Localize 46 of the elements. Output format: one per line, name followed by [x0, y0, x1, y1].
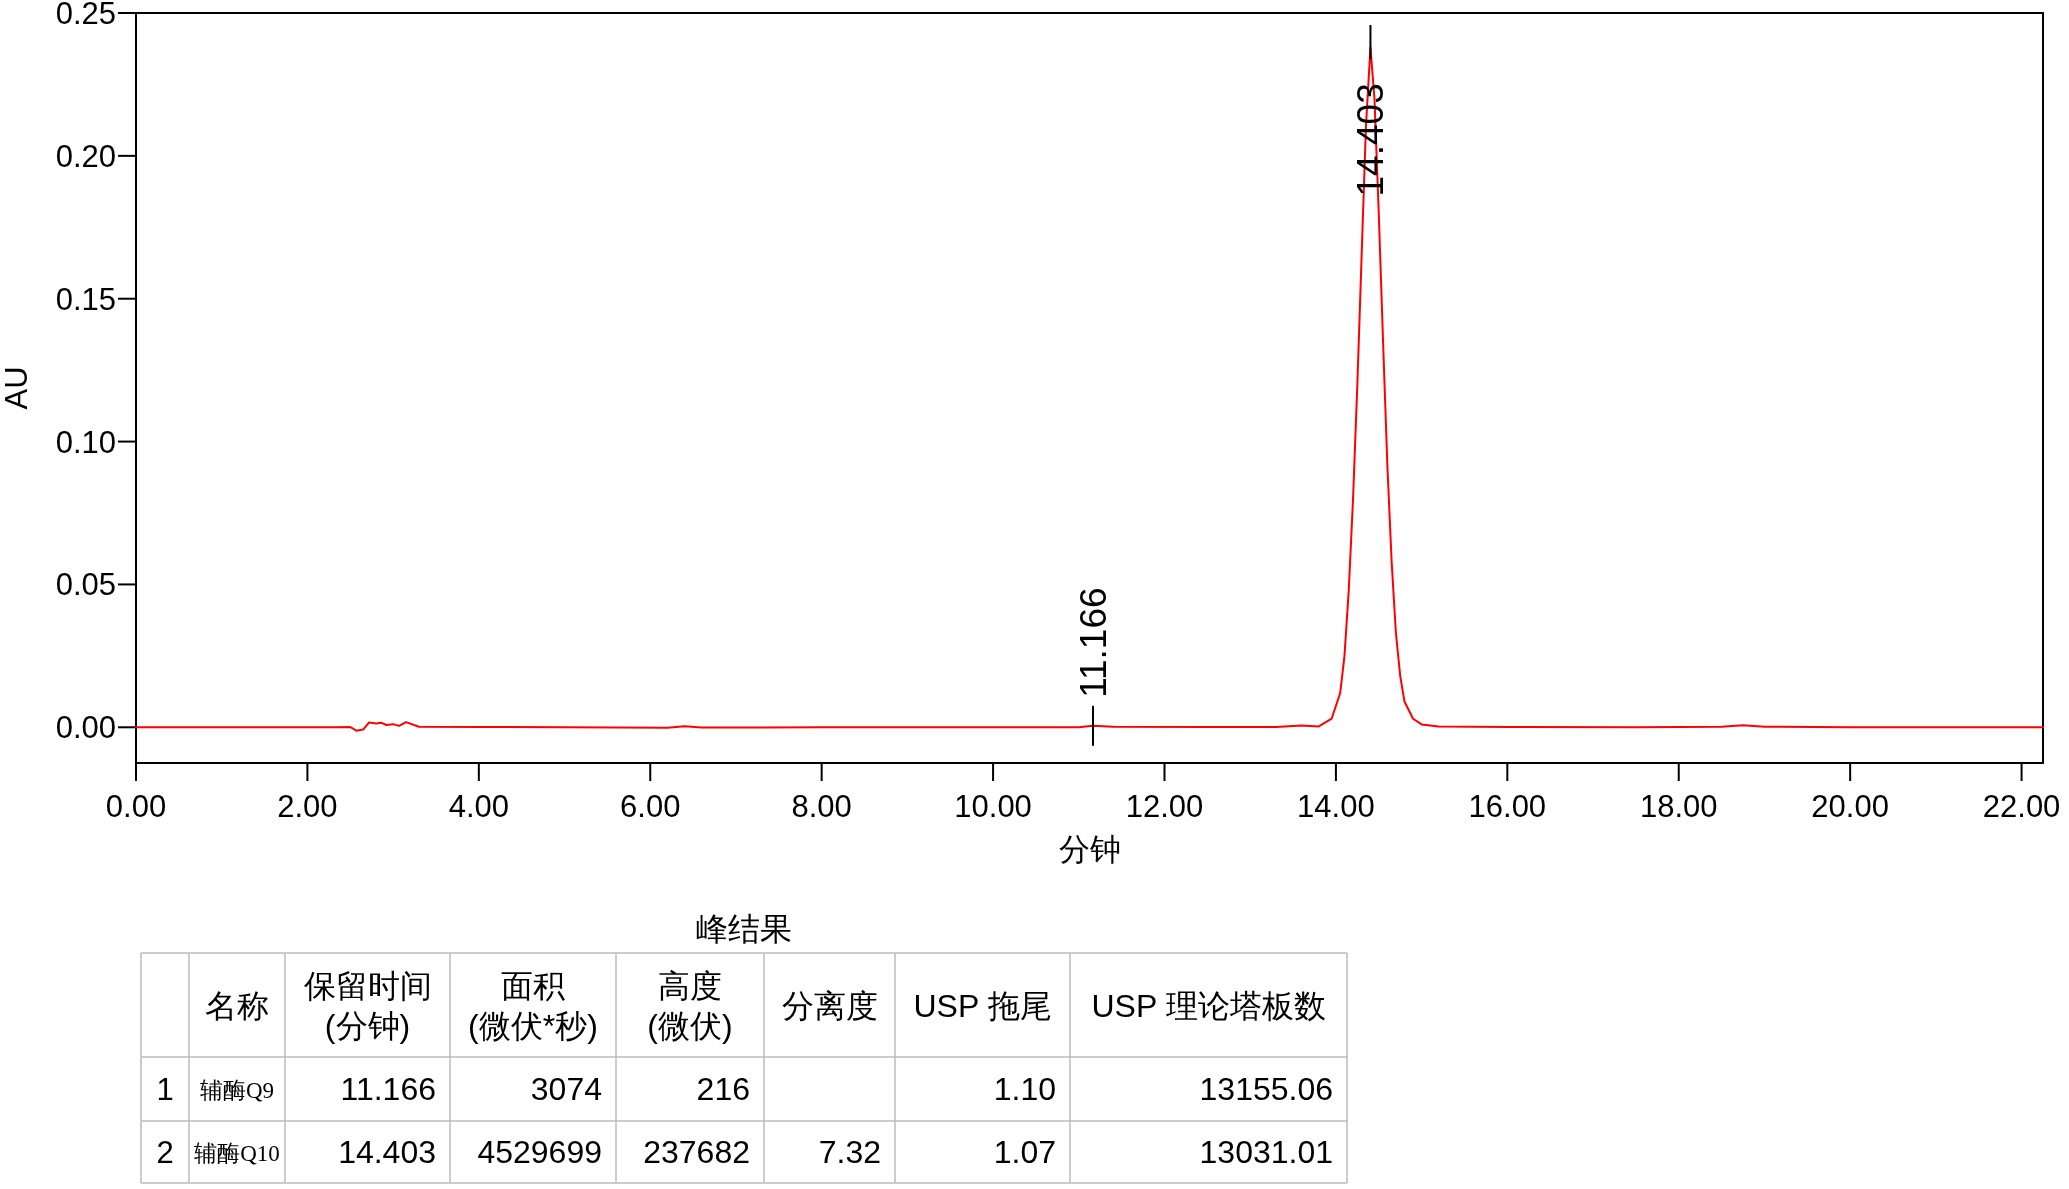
- x-tick-label: 18.00: [1639, 789, 1718, 824]
- text: 216: [696, 1071, 750, 1107]
- text: 14.403: [338, 1134, 436, 1170]
- x-tick-label: 0.00: [105, 789, 167, 824]
- category-label: 分离度: [781, 988, 878, 1024]
- x-tick-label: 14.00: [1297, 789, 1375, 824]
- y-tick-label: 0.00: [55, 710, 116, 746]
- y-tick-label: 0.20: [55, 138, 116, 174]
- text: 辅酶Q9: [199, 1078, 275, 1103]
- category-label: USP 理论塔板数: [1091, 988, 1326, 1024]
- text: 2: [156, 1135, 174, 1170]
- x-tick-label: 6.00: [620, 789, 681, 824]
- text: 辅酶Q10: [194, 1141, 280, 1166]
- text: 4529699: [477, 1134, 602, 1170]
- text: 1.07: [993, 1134, 1056, 1170]
- text: 11.166: [340, 1071, 436, 1107]
- line-series: [135, 46, 2044, 732]
- annotation: 11.166: [1073, 587, 1115, 698]
- x-tick-label: 8.00: [791, 789, 852, 824]
- text: 峰结果: [696, 911, 792, 947]
- text: 13031.01: [1199, 1134, 1333, 1170]
- x-tick-label: 10.00: [954, 789, 1032, 824]
- annotation: 14.403: [1350, 83, 1392, 197]
- text: 13155.06: [1199, 1071, 1333, 1107]
- x-tick-label: 4.00: [448, 789, 509, 824]
- x-tick-label: 22.00: [1982, 789, 2061, 824]
- x-tick-label: 20.00: [1811, 789, 1889, 824]
- y-tick-label: 0.15: [55, 281, 116, 317]
- category-label: 面积 (微伏*秒): [468, 968, 598, 1044]
- x-tick-label: 12.00: [1125, 789, 1204, 824]
- text: 3074: [530, 1071, 602, 1107]
- y-tick-label: 0.05: [55, 567, 116, 603]
- category-label: 名称: [205, 988, 269, 1024]
- x-tick-label: 2.00: [277, 789, 338, 824]
- category-label: USP 拖尾: [913, 988, 1052, 1024]
- y-tick-label: 0.25: [55, 0, 116, 31]
- text: 1.10: [993, 1071, 1056, 1107]
- category-label: 保留时间 (分钟): [303, 968, 432, 1044]
- x-tick-label: 16.00: [1468, 789, 1547, 824]
- x-axis-title: 分钟: [1058, 832, 1121, 867]
- y-axis-title: AU: [0, 366, 34, 410]
- y-tick-label: 0.10: [55, 424, 116, 460]
- text: 7.32: [818, 1134, 881, 1170]
- text: 237682: [643, 1134, 750, 1170]
- text: 1: [156, 1072, 174, 1107]
- category-label: 高度 (微伏): [647, 968, 733, 1044]
